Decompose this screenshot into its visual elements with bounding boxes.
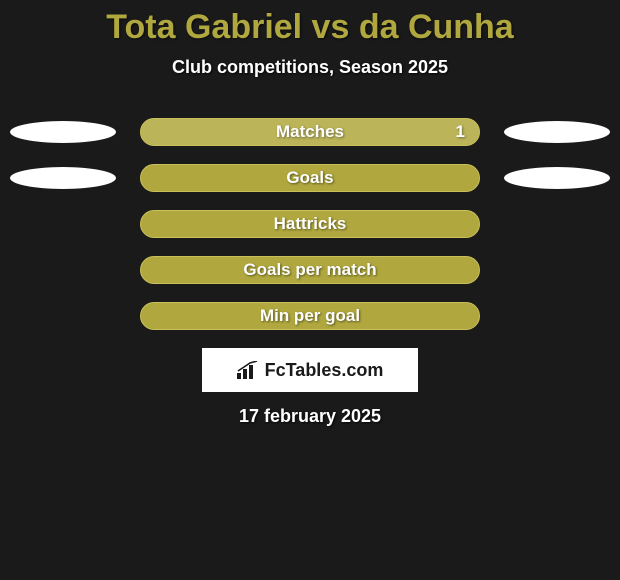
stat-pill-goals: Goals bbox=[140, 164, 480, 192]
stat-label: Min per goal bbox=[260, 306, 360, 326]
left-value-empty bbox=[10, 213, 116, 235]
stat-row: Matches 1 bbox=[0, 118, 620, 146]
page-title: Tota Gabriel vs da Cunha bbox=[0, 8, 620, 47]
stat-row: Min per goal bbox=[0, 302, 620, 330]
left-value-empty bbox=[10, 305, 116, 327]
stat-value-right: 1 bbox=[456, 122, 465, 142]
comparison-card: Tota Gabriel vs da Cunha Club competitio… bbox=[0, 0, 620, 427]
stat-label: Hattricks bbox=[274, 214, 347, 234]
stat-pill-min-per-goal: Min per goal bbox=[140, 302, 480, 330]
stat-label: Goals bbox=[286, 168, 333, 188]
stat-label: Matches bbox=[276, 122, 344, 142]
chart-icon bbox=[237, 361, 259, 379]
stat-row: Goals bbox=[0, 164, 620, 192]
stat-pill-goals-per-match: Goals per match bbox=[140, 256, 480, 284]
stat-label: Goals per match bbox=[243, 260, 376, 280]
subtitle: Club competitions, Season 2025 bbox=[0, 57, 620, 78]
stat-rows: Matches 1 Goals Hattricks Goals p bbox=[0, 118, 620, 330]
left-value-empty bbox=[10, 259, 116, 281]
stat-pill-matches: Matches 1 bbox=[140, 118, 480, 146]
left-value-oval bbox=[10, 121, 116, 143]
stat-row: Goals per match bbox=[0, 256, 620, 284]
stat-pill-hattricks: Hattricks bbox=[140, 210, 480, 238]
left-value-oval bbox=[10, 167, 116, 189]
right-value-empty bbox=[504, 305, 610, 327]
right-value-empty bbox=[504, 213, 610, 235]
right-value-oval bbox=[504, 167, 610, 189]
date-label: 17 february 2025 bbox=[0, 406, 620, 427]
right-value-empty bbox=[504, 259, 610, 281]
stat-row: Hattricks bbox=[0, 210, 620, 238]
logo-text: FcTables.com bbox=[265, 360, 384, 381]
logo-badge: FcTables.com bbox=[202, 348, 418, 392]
right-value-oval bbox=[504, 121, 610, 143]
